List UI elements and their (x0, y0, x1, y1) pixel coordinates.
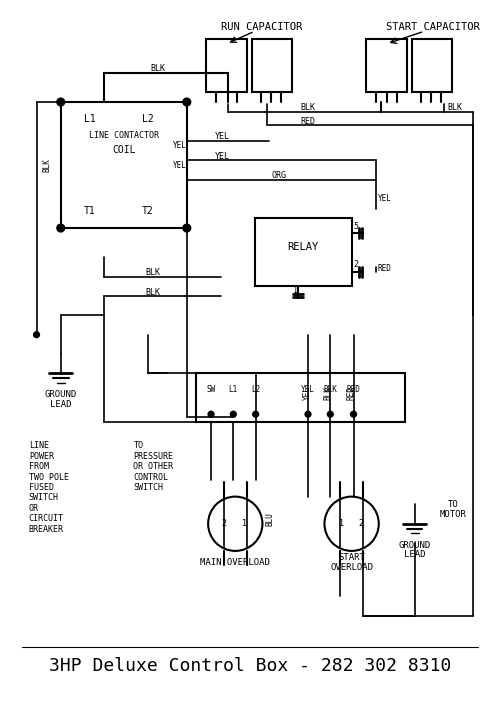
Text: BLK: BLK (324, 386, 333, 400)
Text: BLK: BLK (300, 104, 316, 112)
Text: GROUND: GROUND (398, 540, 431, 550)
Text: YEL: YEL (301, 386, 315, 394)
Text: RELAY: RELAY (288, 243, 319, 253)
Circle shape (183, 98, 190, 106)
Text: BLK: BLK (324, 386, 337, 394)
Text: 5: 5 (353, 221, 358, 231)
Text: L2: L2 (251, 386, 260, 394)
Bar (254, 218, 352, 286)
Text: BLK: BLK (146, 288, 160, 296)
Text: RED: RED (346, 386, 360, 394)
Text: BLU: BLU (266, 512, 274, 526)
Text: RUN CAPACITOR: RUN CAPACITOR (220, 22, 302, 32)
Text: TO
MOTOR: TO MOTOR (440, 500, 467, 519)
Text: ORG: ORG (272, 171, 286, 180)
Text: RED: RED (300, 117, 316, 126)
Text: RED: RED (378, 264, 392, 273)
Text: 1: 1 (340, 519, 344, 528)
Text: LINE
POWER
FROM
TWO POLE
FUSED
SWITCH
OR
CIRCUIT
BREAKER: LINE POWER FROM TWO POLE FUSED SWITCH OR… (29, 441, 69, 533)
Circle shape (252, 411, 258, 417)
Text: LEAD: LEAD (404, 550, 425, 559)
Text: L2: L2 (142, 114, 154, 124)
Text: YEL: YEL (173, 141, 187, 150)
Circle shape (57, 98, 64, 106)
Text: 3HP Deluxe Control Box - 282 302 8310: 3HP Deluxe Control Box - 282 302 8310 (48, 658, 451, 675)
Text: 2: 2 (353, 261, 358, 269)
Bar (252, 39, 292, 92)
Text: L1: L1 (228, 386, 238, 394)
Text: GROUND: GROUND (44, 391, 77, 399)
Text: SW: SW (206, 386, 216, 394)
Text: 2: 2 (221, 519, 226, 528)
Bar (206, 39, 247, 92)
Circle shape (57, 224, 64, 232)
Text: YEL: YEL (173, 161, 187, 169)
Text: BLK: BLK (150, 64, 165, 73)
Bar (366, 39, 407, 92)
Text: T1: T1 (84, 206, 96, 216)
Text: 1: 1 (242, 519, 248, 528)
Circle shape (183, 224, 190, 232)
Text: T2: T2 (142, 206, 154, 216)
Text: BLK: BLK (42, 158, 51, 172)
Circle shape (328, 411, 333, 417)
Text: START CAPACITOR: START CAPACITOR (386, 22, 480, 32)
Text: BLK: BLK (146, 268, 160, 277)
Bar (412, 39, 453, 92)
Text: TO
PRESSURE
OR OTHER
CONTROL
SWITCH: TO PRESSURE OR OTHER CONTROL SWITCH (134, 441, 173, 492)
Text: COIL: COIL (112, 146, 136, 156)
Text: 1: 1 (293, 286, 298, 295)
Circle shape (208, 411, 214, 417)
Circle shape (230, 411, 236, 417)
Text: LINE CONTACTOR: LINE CONTACTOR (89, 131, 159, 141)
Text: LEAD: LEAD (50, 400, 72, 409)
Text: YEL: YEL (378, 194, 392, 203)
Bar (61, 102, 187, 228)
Text: YEL: YEL (302, 386, 312, 400)
Text: 2: 2 (359, 519, 364, 528)
Text: YEL: YEL (215, 132, 230, 141)
Circle shape (34, 332, 40, 338)
Circle shape (350, 411, 356, 417)
Text: YEL: YEL (215, 152, 230, 161)
Bar (196, 373, 405, 422)
Text: START
OVERLOAD: START OVERLOAD (330, 553, 373, 572)
Text: BLK: BLK (448, 104, 463, 112)
Text: MAIN OVERLOAD: MAIN OVERLOAD (200, 558, 270, 567)
Circle shape (305, 411, 311, 417)
Text: L1: L1 (84, 114, 96, 124)
Text: RED: RED (346, 386, 355, 400)
